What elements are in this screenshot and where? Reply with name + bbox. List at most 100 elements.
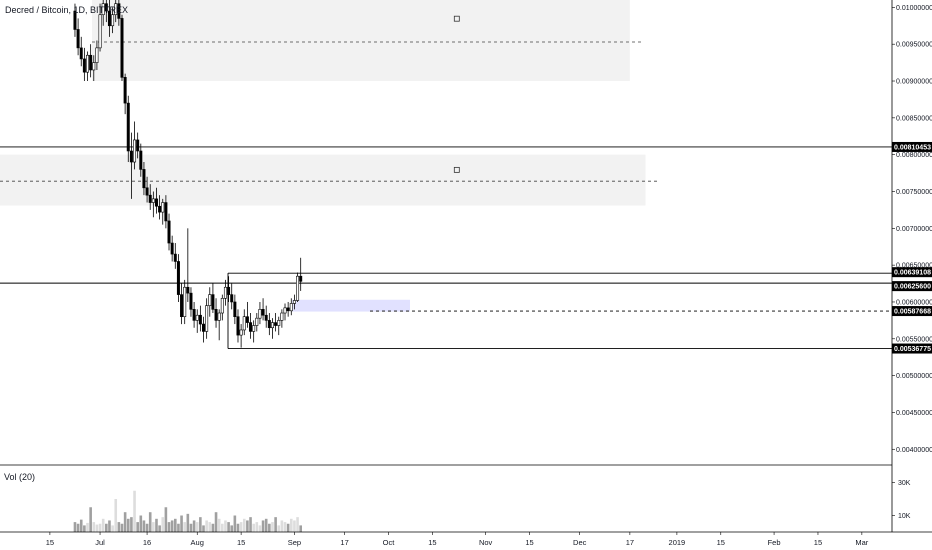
candle-body: [239, 329, 243, 336]
candle-body: [167, 220, 171, 244]
candle-body: [195, 314, 199, 321]
y-tick-label: 0.00900000: [896, 79, 932, 86]
price-tag-label: 0.00536775: [894, 346, 931, 353]
candle-body: [299, 275, 303, 282]
volume-bar: [114, 499, 118, 532]
volume-bar: [233, 515, 237, 532]
volume-bar: [283, 522, 287, 532]
volume-bar: [92, 522, 96, 532]
volume-bar: [217, 518, 221, 532]
vol-tick-label: 30K: [898, 480, 911, 487]
candle-body: [129, 150, 133, 163]
price-tag-label: 0.00625600: [894, 284, 931, 291]
x-tick-label: 2019: [669, 538, 686, 547]
candle-body: [86, 54, 90, 73]
volume-bar: [101, 518, 105, 532]
volume-bar: [268, 523, 271, 532]
vol-tick-label: 10K: [898, 513, 911, 520]
x-tick-label: Jul: [95, 538, 105, 547]
candle-body: [161, 202, 165, 213]
volume-bar: [242, 518, 246, 532]
volume-bar: [117, 522, 121, 532]
candle-body: [92, 62, 96, 71]
volume-bar: [236, 523, 240, 532]
candle-body: [170, 242, 174, 255]
x-tick-label: 15: [525, 538, 533, 547]
volume-bar: [208, 522, 212, 532]
candle-body: [158, 205, 162, 213]
candle-body: [270, 322, 274, 329]
volume-layer: [0, 464, 892, 532]
volume-bar: [258, 525, 262, 532]
candle-body: [82, 58, 86, 73]
y-tick-label: 0.00650000: [896, 263, 932, 270]
zone-1: [92, 0, 630, 82]
candle-body: [123, 77, 127, 104]
volume-bar: [177, 523, 180, 532]
flag-icon: [453, 166, 460, 173]
candle-body: [289, 303, 293, 312]
x-tick-label: 15: [814, 538, 822, 547]
volume-bar: [148, 512, 152, 532]
volume-bar: [180, 515, 183, 532]
candle-body: [145, 187, 149, 196]
x-tick-label: Mar: [855, 538, 868, 547]
candle-body: [258, 309, 262, 319]
price-tag-bg: [892, 343, 932, 354]
volume-bar: [142, 520, 146, 532]
volume-bar: [277, 525, 281, 532]
candle-body: [220, 297, 224, 314]
candle-body: [133, 139, 137, 163]
candle-body: [274, 322, 278, 326]
volume-bar: [183, 522, 186, 532]
volume-bar: [133, 490, 136, 532]
candle-body: [101, 3, 105, 16]
candle-body: [249, 322, 253, 332]
price-tag-bg: [892, 306, 932, 317]
volume-bar: [199, 517, 202, 532]
candle-body: [236, 316, 240, 336]
volume-bar: [136, 522, 139, 532]
candle-body: [230, 294, 234, 303]
candle-body: [192, 309, 196, 321]
candle-body: [164, 202, 168, 222]
volume-bar: [202, 525, 205, 532]
x-tick-label: Oct: [383, 538, 396, 547]
volume-bar: [230, 525, 234, 532]
candle-body: [264, 314, 268, 321]
y-tick-label: 0.01000000: [896, 5, 932, 12]
volume-bar: [205, 520, 208, 532]
volume-bar: [299, 525, 302, 532]
volume-bar: [86, 522, 89, 532]
candle-body: [111, 14, 115, 27]
candle-body: [208, 294, 212, 306]
candle-body: [202, 323, 206, 332]
volume-bar: [139, 515, 143, 532]
candle-body: [114, 3, 118, 16]
volume-bar: [108, 520, 111, 532]
volume-bar: [152, 522, 155, 532]
flag-icon: [453, 15, 460, 22]
volume-bar: [89, 507, 92, 532]
candle-body: [214, 309, 218, 321]
candle-body: [189, 292, 193, 310]
candle-body: [148, 194, 152, 203]
volume-bar: [261, 520, 265, 532]
candle-body: [139, 150, 143, 170]
price-tag-bg: [892, 141, 932, 152]
candle-body: [198, 314, 202, 325]
x-tick-label: 17: [340, 538, 348, 547]
candle-body: [242, 316, 246, 331]
candle-body: [142, 169, 146, 189]
candle-body: [217, 312, 221, 321]
candle-body: [296, 275, 300, 301]
volume-bar: [123, 512, 127, 532]
zone-2: [0, 154, 646, 206]
y-tick-label: 0.00450000: [896, 410, 932, 417]
volume-bar: [255, 522, 259, 532]
price-tag-label: 0.00639108: [894, 270, 931, 277]
candle-body: [173, 253, 177, 262]
candle-body: [76, 29, 80, 49]
volume-bar: [221, 523, 224, 532]
